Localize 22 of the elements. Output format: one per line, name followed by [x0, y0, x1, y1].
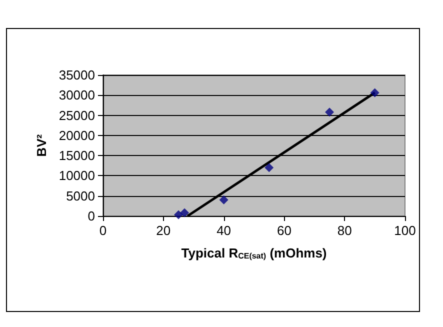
- y-tick-label: 5000: [66, 188, 95, 204]
- x-tick-label: 100: [394, 223, 416, 238]
- y-tick-label: 10000: [58, 168, 95, 184]
- x-tick-label: 60: [276, 223, 292, 238]
- x-tick-label: 40: [216, 223, 232, 238]
- y-tick-label: 15000: [58, 148, 95, 164]
- x-tick-label: 20: [156, 223, 171, 238]
- x-tick-label: 0: [99, 223, 107, 238]
- x-axis-title: Typical RCE(sat) (mOhms): [181, 246, 327, 260]
- point: [174, 210, 183, 220]
- y-tick-label: 35000: [58, 68, 95, 82]
- point: [180, 208, 190, 218]
- point: [370, 88, 380, 98]
- y-axis-title: BV²: [34, 134, 49, 157]
- point: [264, 163, 274, 172]
- y-tick-label: 25000: [58, 108, 95, 123]
- y-tick-label: 30000: [58, 88, 95, 103]
- point: [219, 195, 228, 204]
- point: [325, 108, 334, 117]
- y-tick-label: 0: [88, 208, 95, 224]
- y-tick-label: 20000: [58, 128, 95, 143]
- x-tick-label: 80: [337, 223, 352, 238]
